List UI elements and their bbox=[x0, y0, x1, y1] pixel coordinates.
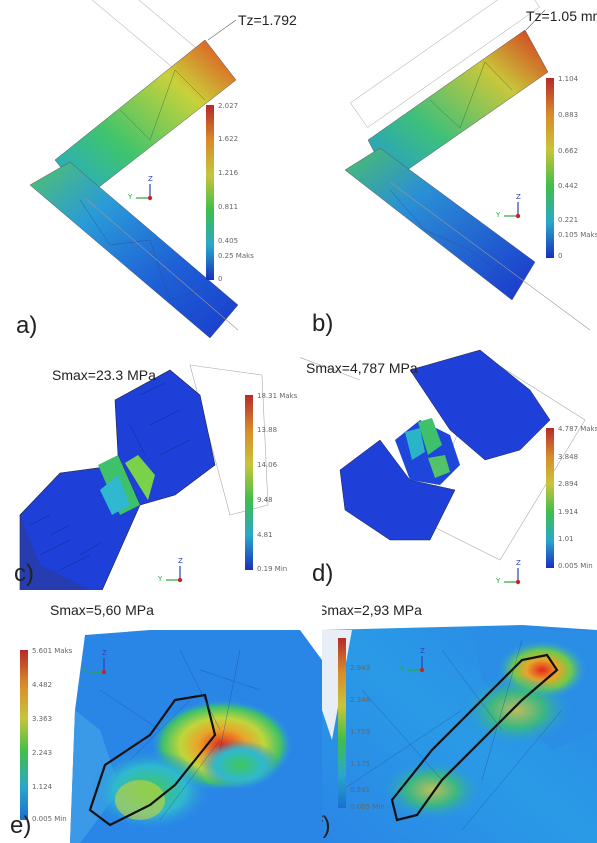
panel-c: Smax=23.3 MPa 18.31 Maks 13.88 14.06 9.4… bbox=[0, 355, 300, 590]
scale-tick: 0.591 bbox=[350, 786, 371, 794]
panel-e-label: e) bbox=[10, 812, 32, 839]
panel-d-colorbar: 4.787 Maks 3.848 2.894 1.914 1.01 0.005 … bbox=[546, 425, 597, 573]
y-axis-label: Y bbox=[496, 577, 501, 585]
scale-tick: 0 bbox=[558, 252, 563, 260]
colorbar-gradient bbox=[546, 428, 554, 568]
panel-d-label: d) bbox=[312, 560, 334, 587]
scale-tick: 0.005 Min bbox=[350, 803, 385, 811]
z-axis-label: Z bbox=[516, 193, 521, 201]
scale-tick: 0.005 Min bbox=[558, 562, 593, 570]
scale-tick: 2.348 bbox=[350, 696, 371, 704]
scale-tick: 3.363 bbox=[32, 715, 53, 723]
panel-b-label: b) bbox=[312, 310, 334, 337]
panel-f-axis-triad: Z Y bbox=[400, 647, 430, 676]
panel-c-axis-triad: Z Y bbox=[158, 557, 188, 586]
scale-tick: 0.811 bbox=[218, 203, 239, 211]
panel-a-annotation: Tz=1.792 mm bbox=[238, 12, 300, 28]
colorbar-gradient bbox=[546, 78, 554, 258]
scale-tick: 1.759 bbox=[350, 728, 371, 736]
panel-b-model bbox=[344, 0, 591, 331]
scale-tick: 0.221 bbox=[558, 216, 579, 224]
scale-tick: 13.88 bbox=[257, 426, 278, 434]
scale-tick: 0.005 Min bbox=[32, 815, 67, 823]
panel-b-axis-triad: Z Y bbox=[496, 193, 526, 222]
panel-c-annotation: Smax=23.3 MPa bbox=[52, 367, 156, 383]
colorbar-gradient bbox=[206, 105, 214, 280]
z-axis-label: Z bbox=[420, 647, 425, 655]
y-axis-label: Y bbox=[128, 193, 133, 201]
panel-d: Smax=4,787 MPa 4.787 Maks 3.848 2.894 1.… bbox=[300, 340, 597, 590]
colorbar-gradient bbox=[20, 650, 28, 820]
panel-d-axis-triad: Z Y bbox=[496, 559, 526, 588]
y-axis-label: Y bbox=[400, 665, 405, 673]
panel-a-model bbox=[29, 0, 239, 339]
z-axis-label: Z bbox=[102, 649, 107, 657]
y-axis-label: Y bbox=[158, 575, 163, 583]
panel-f: Smax=2,93 MPa 2.943 2.348 1.759 1.175 0.… bbox=[322, 590, 597, 843]
scale-tick: 2.894 bbox=[558, 480, 579, 488]
panel-c-label: c) bbox=[14, 560, 34, 587]
scale-tick: 4.482 bbox=[32, 681, 53, 689]
colorbar-gradient bbox=[338, 638, 346, 808]
z-axis-label: Z bbox=[148, 175, 153, 183]
panel-d-model bbox=[300, 349, 586, 561]
panel-f-annotation: Smax=2,93 MPa bbox=[322, 602, 422, 618]
panel-e-colorbar: 5.601 Maks 4.482 3.363 2.243 1.124 0.005… bbox=[20, 647, 75, 825]
scale-tick: 0.662 bbox=[558, 147, 579, 155]
panel-f-label: f) bbox=[322, 812, 331, 839]
panel-d-annotation: Smax=4,787 MPa bbox=[306, 360, 418, 376]
panel-c-colorbar: 18.31 Maks 13.88 14.06 9.48 4.81 0.19 Mi… bbox=[245, 392, 300, 575]
z-axis-label: Z bbox=[178, 557, 183, 565]
scale-tick: 2.027 bbox=[218, 102, 239, 110]
scale-tick: 0.405 bbox=[218, 237, 239, 245]
panel-a: Tz=1.792 mm 2.027 1.622 1.216 0.811 0.40… bbox=[0, 0, 300, 355]
y-axis-label: Y bbox=[82, 667, 87, 675]
scale-tick: 0.19 Min bbox=[257, 565, 288, 573]
scale-tick: 1.216 bbox=[218, 169, 239, 177]
panel-b: Tz=1.05 mm 1.104 0.883 0.662 0.442 0.221… bbox=[300, 0, 597, 355]
panel-b-colorbar: 1.104 0.883 0.662 0.442 0.221 0.105 Maks… bbox=[546, 75, 597, 263]
scale-tick: 5.601 Maks bbox=[32, 647, 73, 655]
z-axis-label: Z bbox=[516, 559, 521, 567]
scale-tick: 1.622 bbox=[218, 135, 239, 143]
scale-tick: 4.81 bbox=[257, 531, 273, 539]
scale-tick: 1.104 bbox=[558, 75, 579, 83]
colorbar-gradient bbox=[245, 395, 253, 570]
scale-tick: 2.943 bbox=[350, 664, 371, 672]
scale-tick: 14.06 bbox=[257, 461, 278, 469]
scale-tick: 0.105 Maks bbox=[558, 231, 597, 239]
panel-a-axis-triad: Z Y bbox=[128, 175, 158, 204]
scale-tick: 18.31 Maks bbox=[257, 392, 298, 400]
scale-tick: 0.25 Maks bbox=[218, 252, 254, 260]
panel-e-annotation: Smax=5,60 MPa bbox=[50, 602, 154, 618]
panel-b-annotation: Tz=1.05 mm bbox=[526, 8, 597, 24]
panel-a-colorbar: 2.027 1.622 1.216 0.811 0.405 0.25 Maks … bbox=[206, 102, 266, 285]
panel-c-model bbox=[19, 364, 269, 590]
panel-a-label: a) bbox=[16, 312, 38, 339]
panel-f-model bbox=[322, 625, 597, 843]
scale-tick: 0.883 bbox=[558, 111, 579, 119]
y-axis-label: Y bbox=[496, 211, 501, 219]
panel-f-colorbar: 2.943 2.348 1.759 1.175 0.591 0.005 Min bbox=[338, 638, 388, 813]
scale-tick: 0 bbox=[218, 275, 223, 283]
scale-tick: 1.01 bbox=[558, 535, 574, 543]
panel-e: Smax=5,60 MPa 5.601 Maks 4.482 3.363 2.2… bbox=[0, 590, 322, 843]
scale-tick: 0.442 bbox=[558, 182, 579, 190]
scale-tick: 1.175 bbox=[350, 760, 371, 768]
panel-e-axis-triad: Z Y bbox=[82, 649, 112, 678]
panel-e-model bbox=[70, 630, 322, 843]
scale-tick: 4.787 Maks bbox=[558, 425, 597, 433]
scale-tick: 3.848 bbox=[558, 453, 579, 461]
scale-tick: 2.243 bbox=[32, 749, 53, 757]
scale-tick: 9.48 bbox=[257, 496, 273, 504]
scale-tick: 1.124 bbox=[32, 783, 53, 791]
scale-tick: 1.914 bbox=[558, 508, 579, 516]
